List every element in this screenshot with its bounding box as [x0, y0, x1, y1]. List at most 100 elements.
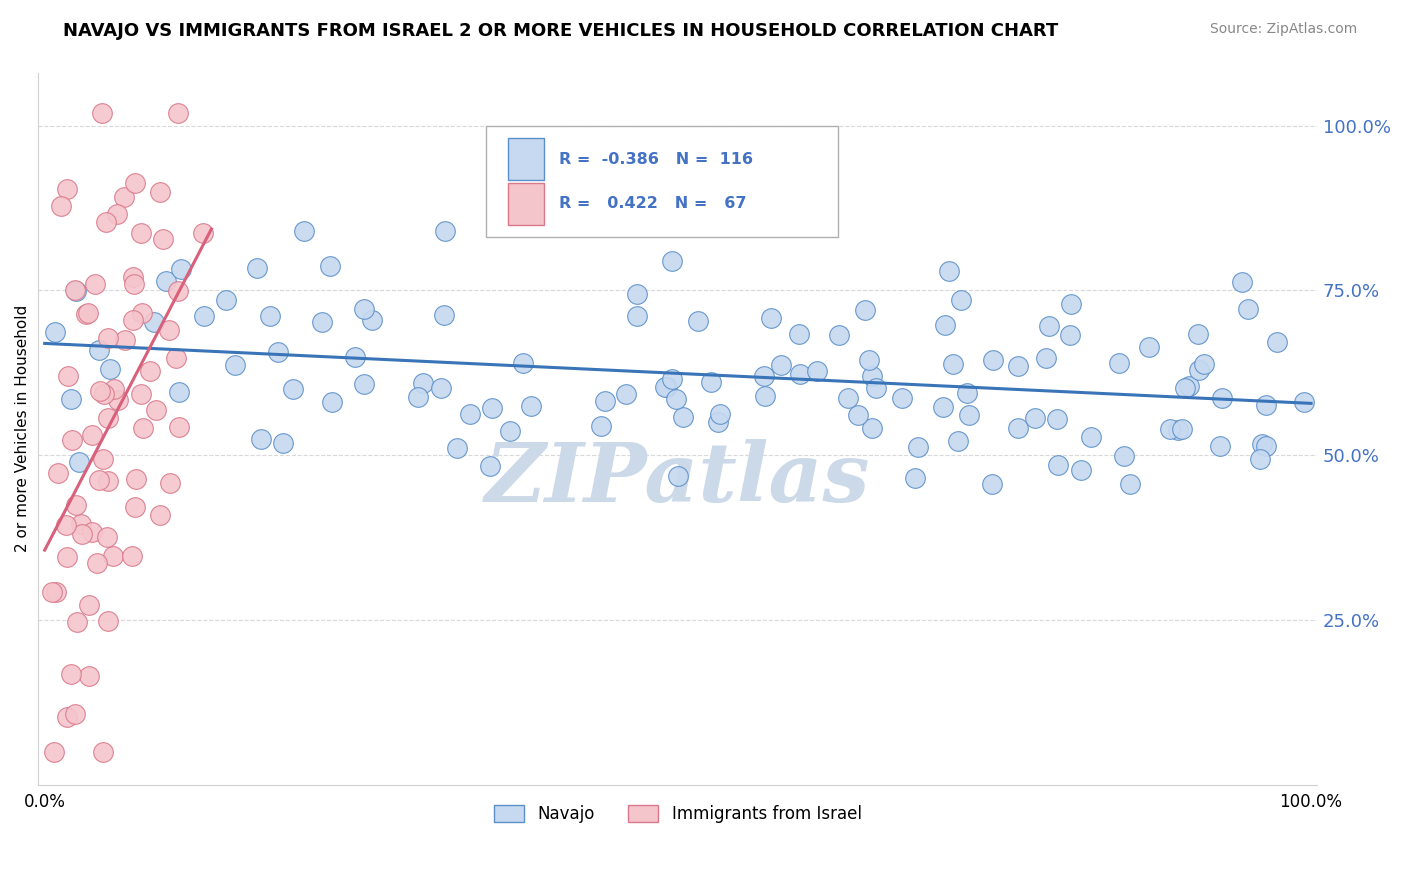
- Point: [1174, 381, 1197, 395]
- Point: [55, 517, 77, 532]
- Point: [1236, 302, 1258, 317]
- Point: [981, 352, 1004, 367]
- Point: [1070, 463, 1092, 477]
- Point: [215, 293, 238, 307]
- Point: [956, 385, 979, 400]
- Point: [145, 402, 167, 417]
- Point: [1007, 421, 1029, 435]
- Point: [661, 253, 683, 268]
- Point: [77, 669, 100, 683]
- Point: [91, 105, 114, 120]
- Point: [430, 382, 453, 396]
- Point: [1211, 391, 1233, 405]
- Point: [938, 264, 960, 278]
- Point: [1187, 363, 1209, 377]
- Point: [858, 352, 880, 367]
- Point: [167, 420, 190, 434]
- Point: [853, 302, 876, 317]
- Point: [122, 270, 145, 285]
- Point: [890, 392, 912, 406]
- Point: [82, 427, 104, 442]
- Point: [1114, 449, 1136, 463]
- Point: [87, 343, 110, 357]
- Point: [132, 421, 155, 435]
- Point: [1249, 452, 1271, 467]
- Point: [980, 476, 1002, 491]
- Point: [259, 309, 281, 323]
- Point: [63, 707, 86, 722]
- Point: [152, 232, 174, 246]
- Point: [107, 393, 129, 408]
- Point: [49, 198, 72, 212]
- Point: [865, 381, 887, 395]
- Point: [353, 376, 375, 391]
- Point: [789, 367, 811, 381]
- Point: [446, 441, 468, 455]
- Point: [846, 408, 869, 422]
- Point: [96, 411, 118, 425]
- Text: Source: ZipAtlas.com: Source: ZipAtlas.com: [1209, 22, 1357, 37]
- Point: [93, 386, 115, 401]
- Point: [481, 401, 503, 416]
- Point: [96, 530, 118, 544]
- Point: [1209, 439, 1232, 453]
- Point: [478, 459, 501, 474]
- Point: [167, 105, 190, 120]
- Point: [311, 315, 333, 329]
- Point: [169, 261, 191, 276]
- Point: [56, 368, 79, 383]
- Point: [250, 433, 273, 447]
- Point: [45, 585, 67, 599]
- Point: [105, 207, 128, 221]
- Point: [122, 313, 145, 327]
- Point: [1292, 394, 1315, 409]
- Point: [752, 369, 775, 384]
- Point: [87, 473, 110, 487]
- Point: [1167, 423, 1189, 437]
- Point: [129, 227, 152, 241]
- Point: [1046, 412, 1069, 426]
- Point: [1137, 340, 1160, 354]
- Point: [433, 308, 456, 322]
- Point: [1035, 351, 1057, 366]
- Point: [520, 399, 543, 413]
- Point: [499, 424, 522, 438]
- Point: [56, 710, 79, 724]
- Point: [321, 395, 343, 409]
- Point: [157, 323, 180, 337]
- Point: [666, 469, 689, 483]
- Point: [94, 215, 117, 229]
- Point: [193, 226, 215, 240]
- Point: [1192, 358, 1215, 372]
- Point: [149, 185, 172, 199]
- Point: [63, 283, 86, 297]
- Point: [1256, 398, 1278, 412]
- Point: [281, 382, 304, 396]
- Point: [1059, 328, 1081, 343]
- Point: [593, 393, 616, 408]
- Text: ZIPatlas: ZIPatlas: [485, 439, 870, 518]
- Point: [1230, 275, 1253, 289]
- Bar: [508, 183, 544, 225]
- Point: [1108, 355, 1130, 369]
- Point: [169, 385, 191, 400]
- Point: [142, 314, 165, 328]
- Point: [626, 309, 648, 323]
- Point: [946, 434, 969, 449]
- Point: [246, 260, 269, 275]
- Point: [103, 382, 125, 396]
- Point: [42, 745, 65, 759]
- Point: [860, 369, 883, 384]
- Point: [661, 371, 683, 385]
- Point: [114, 333, 136, 347]
- Point: [56, 550, 79, 565]
- Point: [121, 549, 143, 564]
- Point: [754, 388, 776, 402]
- Point: [224, 358, 246, 372]
- Point: [709, 407, 731, 421]
- Point: [1047, 458, 1070, 472]
- Point: [125, 472, 148, 486]
- Point: [942, 357, 965, 371]
- Point: [77, 598, 100, 612]
- Point: [591, 419, 613, 434]
